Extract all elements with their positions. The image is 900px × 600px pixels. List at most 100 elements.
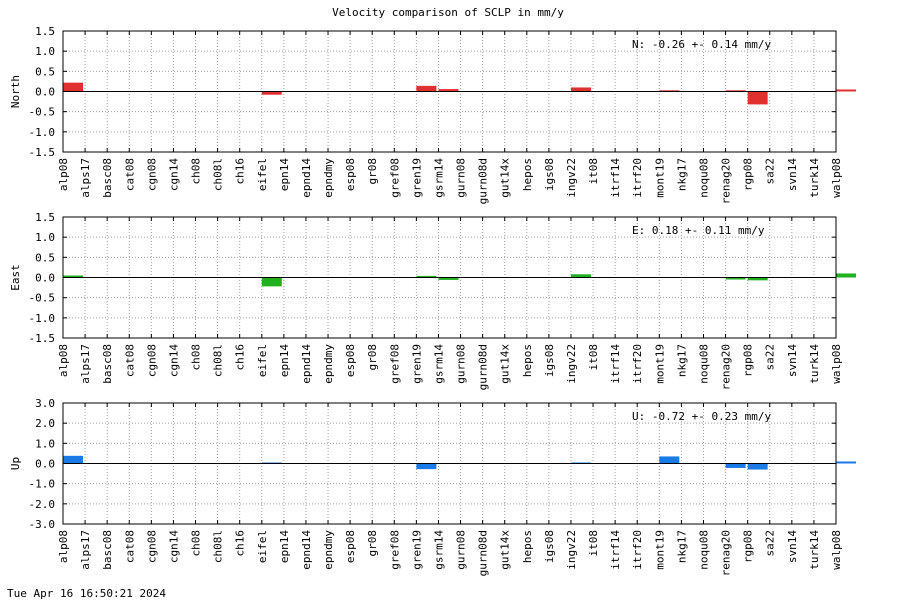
bar-up-walp08 — [836, 461, 856, 464]
stat-annotation-up: U: -0.72 +- 0.23 mm/y — [632, 410, 771, 423]
x-tick-label: epnd14 — [300, 530, 313, 570]
y-tick-label: -1.0 — [29, 478, 56, 491]
y-axis-label-north: North — [9, 75, 22, 108]
bar-up-rgp08 — [747, 463, 768, 470]
x-tick-label: ch08l — [212, 530, 225, 563]
x-tick-label: eifel — [256, 158, 269, 191]
x-tick-label: epndmy — [322, 344, 335, 384]
y-tick-label: 0.0 — [35, 272, 55, 285]
panel-north: 1.5 1.0 0.5 0.0 -0.5 -1.0 -1.5 N: -0.26 +- 0.14… — [9, 25, 856, 204]
y-axis-label-east: East — [9, 264, 22, 291]
y-tick-label: -1.5 — [29, 146, 56, 159]
x-tick-label: itrf20 — [631, 344, 644, 384]
bar-up-mont19 — [659, 456, 680, 464]
x-tick-label: alps17 — [79, 344, 92, 384]
x-tick-label: rgp08 — [742, 158, 755, 191]
x-tick-label: walp08 — [830, 344, 843, 384]
x-tick-label: igs08 — [543, 530, 556, 563]
x-tick-label: hepos — [521, 158, 534, 191]
x-tick-label: renag20 — [720, 158, 733, 204]
x-tick-label: itrf14 — [609, 530, 622, 570]
x-tick-label: cgn14 — [167, 530, 180, 563]
plot-frame — [62, 30, 837, 153]
x-tick-label: ingv22 — [565, 158, 578, 198]
x-tick-label: igs08 — [543, 344, 556, 377]
x-tick-label: gsrm14 — [432, 158, 445, 198]
x-tick-label: nkg17 — [675, 530, 688, 563]
stat-annotation-north: N: -0.26 +- 0.14 mm/y — [632, 38, 771, 51]
x-tick-label: epn14 — [278, 344, 291, 377]
stat-annotation-east: E: 0.18 +- 0.11 mm/y — [632, 224, 765, 237]
bar-east-ingv22 — [570, 274, 591, 278]
x-tick-label: epndmy — [322, 530, 335, 570]
y-tick-label: -0.5 — [29, 106, 56, 119]
x-tick-label: gsrm14 — [432, 530, 445, 570]
bar-east-eifel — [261, 277, 282, 287]
x-tick-label: itrf14 — [609, 158, 622, 198]
x-tick-label: ch16 — [234, 158, 247, 185]
y-tick-label: 0.0 — [35, 86, 55, 99]
x-tick-label: eifel — [256, 530, 269, 563]
x-tick-label: gurn08 — [455, 158, 468, 198]
bar-up-alp08 — [63, 455, 83, 464]
y-tick-label: 2.0 — [35, 417, 55, 430]
x-tick-label: sa22 — [764, 158, 777, 185]
x-tick-label: eifel — [256, 344, 269, 377]
x-tick-label: epnd14 — [300, 344, 313, 384]
x-tick-label: mont19 — [653, 344, 666, 384]
x-tick-label: gsrm14 — [432, 344, 445, 384]
x-tick-label: gut14x — [499, 158, 512, 198]
x-tick-label: gr08 — [366, 344, 379, 371]
x-tick-label: hepos — [521, 344, 534, 377]
x-tick-label: gut14x — [499, 530, 512, 570]
bar-east-gsrm14 — [438, 277, 459, 280]
y-tick-label: 0.5 — [35, 251, 55, 264]
x-tick-label: gren19 — [410, 158, 423, 198]
x-tick-label: gren19 — [410, 530, 423, 570]
y-tick-label: 1.5 — [35, 25, 55, 38]
x-tick-label: alps17 — [79, 530, 92, 570]
bar-east-renag20 — [725, 277, 746, 280]
y-tick-label: 0.0 — [35, 458, 55, 471]
x-tick-label: walp08 — [830, 530, 843, 570]
plot-frame — [62, 402, 837, 525]
x-tick-label: gurn08d — [477, 344, 490, 390]
x-tick-label: sa22 — [764, 344, 777, 371]
x-tick-label: cgn08 — [145, 530, 158, 563]
x-tick-label: epn14 — [278, 158, 291, 191]
x-tick-label: cat08 — [123, 344, 136, 377]
x-tick-label: nkg17 — [675, 344, 688, 377]
x-tick-label: igs08 — [543, 158, 556, 191]
y-tick-label: 1.0 — [35, 231, 55, 244]
panel-up: 3.0 2.0 1.0 0.0 -1.0 -2.0 -3.0 U: -0.72 +- 0.23… — [9, 397, 856, 576]
x-tick-label: ch08 — [190, 530, 203, 557]
x-tick-label: hepos — [521, 530, 534, 563]
bar-north-walp08 — [836, 89, 856, 92]
x-tick-label: turk14 — [808, 158, 821, 198]
x-tick-label: basc08 — [101, 344, 114, 384]
x-tick-label: itrf14 — [609, 344, 622, 384]
x-tick-label: ch16 — [234, 344, 247, 371]
x-tick-label: gurn08 — [455, 530, 468, 570]
x-tick-label: esp08 — [344, 530, 357, 563]
y-tick-label: 3.0 — [35, 397, 55, 410]
bar-north-eifel — [261, 91, 282, 95]
bar-up-gren19 — [416, 463, 437, 470]
bar-north-gren19 — [416, 85, 437, 92]
x-tick-label: rgp08 — [742, 530, 755, 563]
x-tick-label: epn14 — [278, 530, 291, 563]
bar-north-gsrm14 — [438, 89, 459, 92]
x-tick-label: renag20 — [720, 344, 733, 390]
x-tick-label: gut14x — [499, 344, 512, 384]
bar-north-ingv22 — [570, 87, 591, 92]
chart-title: Velocity comparison of SCLP in mm/y — [332, 6, 564, 19]
x-tick-label: cgn08 — [145, 158, 158, 191]
bar-north-alp08 — [63, 82, 83, 92]
x-tick-label: alp08 — [57, 530, 70, 563]
x-tick-label: svn14 — [786, 530, 799, 563]
x-tick-label: noqu08 — [697, 530, 710, 570]
x-tick-label: cgn14 — [167, 344, 180, 377]
y-tick-label: -3.0 — [29, 518, 56, 531]
x-tick-label: basc08 — [101, 530, 114, 570]
